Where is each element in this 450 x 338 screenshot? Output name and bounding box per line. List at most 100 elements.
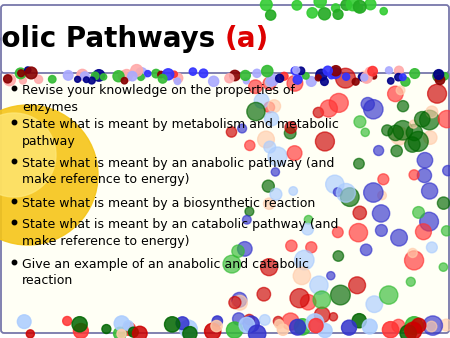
Circle shape xyxy=(320,78,328,86)
Circle shape xyxy=(176,317,189,330)
Circle shape xyxy=(240,71,250,80)
Circle shape xyxy=(405,317,423,334)
Circle shape xyxy=(286,240,297,251)
FancyBboxPatch shape xyxy=(1,71,449,333)
Circle shape xyxy=(410,120,418,128)
FancyBboxPatch shape xyxy=(1,5,449,73)
Circle shape xyxy=(358,73,366,81)
Circle shape xyxy=(72,317,87,332)
Circle shape xyxy=(293,70,304,80)
Circle shape xyxy=(262,180,274,192)
Circle shape xyxy=(373,205,390,222)
Circle shape xyxy=(229,296,241,309)
Circle shape xyxy=(63,71,73,80)
Circle shape xyxy=(410,69,419,78)
Circle shape xyxy=(362,319,377,334)
Circle shape xyxy=(93,70,105,81)
Circle shape xyxy=(441,226,450,236)
Circle shape xyxy=(233,295,248,310)
Circle shape xyxy=(165,317,180,332)
Circle shape xyxy=(128,327,138,337)
Circle shape xyxy=(391,145,402,156)
Circle shape xyxy=(333,227,343,238)
Circle shape xyxy=(261,259,278,276)
Circle shape xyxy=(302,73,309,79)
Circle shape xyxy=(434,70,444,79)
Circle shape xyxy=(391,230,407,246)
Circle shape xyxy=(361,97,374,111)
Circle shape xyxy=(400,74,406,80)
Circle shape xyxy=(245,207,254,216)
Circle shape xyxy=(374,146,384,155)
Circle shape xyxy=(423,316,442,335)
Circle shape xyxy=(378,174,389,185)
Circle shape xyxy=(346,0,359,11)
Circle shape xyxy=(342,320,356,335)
Circle shape xyxy=(318,323,332,338)
Circle shape xyxy=(19,77,27,84)
Circle shape xyxy=(291,67,299,75)
Circle shape xyxy=(355,5,363,12)
Circle shape xyxy=(342,73,350,80)
Circle shape xyxy=(244,314,254,325)
Circle shape xyxy=(4,75,12,83)
Circle shape xyxy=(423,131,437,144)
Circle shape xyxy=(91,72,99,80)
Circle shape xyxy=(123,321,133,331)
Text: State what is meant by metabolism and metabolic
pathway: State what is meant by metabolism and me… xyxy=(22,118,339,147)
Circle shape xyxy=(284,127,296,139)
Circle shape xyxy=(162,69,174,80)
Circle shape xyxy=(410,323,418,332)
Circle shape xyxy=(152,69,160,78)
Circle shape xyxy=(401,77,410,86)
Circle shape xyxy=(253,69,261,77)
Circle shape xyxy=(307,8,317,18)
Circle shape xyxy=(417,168,432,183)
Circle shape xyxy=(333,251,343,261)
Circle shape xyxy=(271,168,279,176)
Circle shape xyxy=(328,73,334,79)
Circle shape xyxy=(364,100,383,119)
Circle shape xyxy=(287,146,302,161)
Circle shape xyxy=(313,107,324,118)
Circle shape xyxy=(282,313,299,330)
Circle shape xyxy=(316,69,327,81)
Circle shape xyxy=(158,71,164,78)
Circle shape xyxy=(100,74,107,80)
Text: State what is meant by a biosynthetic reaction: State what is meant by a biosynthetic re… xyxy=(22,197,315,210)
Circle shape xyxy=(128,71,137,81)
Circle shape xyxy=(315,307,330,323)
Circle shape xyxy=(319,8,330,20)
Circle shape xyxy=(254,94,269,108)
Circle shape xyxy=(360,244,372,256)
Circle shape xyxy=(341,188,359,207)
Circle shape xyxy=(427,242,437,253)
Circle shape xyxy=(275,74,284,82)
Circle shape xyxy=(441,73,448,80)
Circle shape xyxy=(331,285,350,305)
Circle shape xyxy=(81,72,89,81)
Circle shape xyxy=(239,317,255,333)
Circle shape xyxy=(395,73,402,81)
Circle shape xyxy=(248,325,266,338)
Circle shape xyxy=(264,198,275,209)
Circle shape xyxy=(392,319,405,332)
Circle shape xyxy=(412,318,426,333)
Text: State what is meant by an anabolic pathway (and
make reference to energy): State what is meant by an anabolic pathw… xyxy=(22,157,334,187)
Circle shape xyxy=(77,69,88,80)
Circle shape xyxy=(117,330,126,338)
Circle shape xyxy=(189,68,197,75)
Circle shape xyxy=(365,68,373,75)
Circle shape xyxy=(387,78,394,84)
Circle shape xyxy=(414,112,430,127)
Circle shape xyxy=(395,66,403,75)
Circle shape xyxy=(84,77,89,82)
Circle shape xyxy=(439,263,448,271)
Circle shape xyxy=(405,251,423,270)
Circle shape xyxy=(406,277,415,286)
Circle shape xyxy=(263,77,276,90)
Circle shape xyxy=(290,319,306,335)
Circle shape xyxy=(415,224,432,240)
Circle shape xyxy=(209,76,219,87)
Circle shape xyxy=(183,327,197,338)
